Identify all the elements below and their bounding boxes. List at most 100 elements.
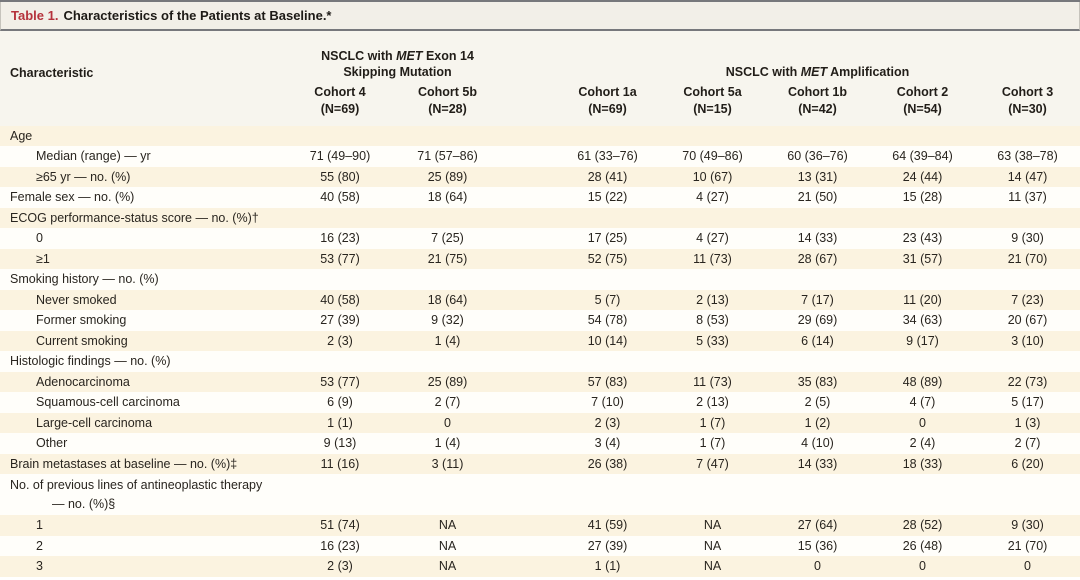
cohort-n: (N=30) bbox=[1008, 101, 1047, 116]
cell-value: 27 (39) bbox=[320, 313, 360, 328]
cell-value: 21 (70) bbox=[1007, 538, 1048, 553]
cell-value: 2 (7) bbox=[1014, 436, 1041, 451]
cell-value: 54 (78) bbox=[587, 313, 628, 328]
row-label: Adenocarcinoma bbox=[36, 374, 130, 389]
cell-value bbox=[290, 208, 390, 229]
cell-value: 27 (64) bbox=[797, 518, 838, 533]
cell-value: 48 (89) bbox=[902, 374, 943, 389]
cell-value: 3 (11) bbox=[431, 456, 464, 471]
cell-value: NA bbox=[703, 538, 722, 553]
row-label: 1 bbox=[36, 518, 43, 533]
row-label: Never smoked bbox=[36, 292, 117, 307]
gene-symbol: MET bbox=[396, 48, 423, 63]
column-header-characteristic: Characteristic bbox=[10, 66, 94, 80]
cell-value: 5 (17) bbox=[1011, 395, 1044, 410]
cell-value: 7 (23) bbox=[1011, 292, 1044, 307]
cell-value: 3 (4) bbox=[594, 436, 621, 451]
cohort-name: Cohort 5a bbox=[683, 85, 742, 99]
cell-value bbox=[870, 208, 975, 229]
cell-value: 29 (69) bbox=[797, 313, 838, 328]
cell-value bbox=[290, 351, 390, 372]
cell-value bbox=[555, 474, 660, 515]
table-row: Never smoked 40 (58) 18 (64) 5 (7) 2 (13) 7 (… bbox=[0, 289, 1080, 311]
cell-value: 41 (59) bbox=[587, 518, 628, 533]
column-spacer bbox=[505, 167, 555, 188]
row-label: Female sex — no. (%) bbox=[10, 190, 135, 205]
cell-value: 4 (27) bbox=[696, 231, 729, 246]
row-label: ≥1 bbox=[36, 251, 50, 266]
cell-value: 9 (32) bbox=[431, 313, 464, 328]
row-label: 0 bbox=[36, 231, 43, 246]
cell-value bbox=[870, 474, 975, 515]
cell-value: 40 (58) bbox=[320, 292, 360, 307]
cell-value: 22 (73) bbox=[1007, 374, 1048, 389]
cell-value: 2 (3) bbox=[594, 415, 621, 430]
row-label-line1: No. of previous lines of antineoplastic … bbox=[10, 477, 263, 492]
cell-value: 0 bbox=[919, 415, 926, 430]
cell-value: 11 (16) bbox=[320, 456, 360, 471]
cell-value: 0 bbox=[919, 559, 926, 574]
cohort-n: (N=54) bbox=[903, 101, 942, 116]
cell-value bbox=[975, 351, 1080, 372]
table-row: Large-cell carcinoma 1 (1) 0 2 (3) 1 (7) 1 (2… bbox=[0, 412, 1080, 434]
cell-value bbox=[975, 269, 1080, 290]
column-spacer bbox=[505, 351, 555, 372]
cell-value: 3 (10) bbox=[1011, 333, 1044, 348]
table-row: Median (range) — yr 71 (49–90) 71 (57–86) 6… bbox=[0, 146, 1080, 167]
row-label: Large-cell carcinoma bbox=[36, 415, 153, 430]
cohort-name: Cohort 1b bbox=[787, 85, 848, 99]
cell-value: 7 (47) bbox=[696, 456, 729, 471]
column-spacer bbox=[505, 331, 555, 352]
cell-value: 1 (1) bbox=[327, 415, 353, 430]
cell-value bbox=[555, 269, 660, 290]
cell-value: 51 (74) bbox=[320, 518, 360, 533]
group-header-line1: NSCLC with MET Exon 14 bbox=[291, 48, 504, 64]
cell-value: 63 (38–78) bbox=[997, 149, 1058, 164]
cell-value: 18 (64) bbox=[427, 190, 468, 205]
cell-value bbox=[765, 208, 870, 229]
group-header-met-amplification: NSCLC with MET Amplification bbox=[555, 31, 1080, 83]
table-row: 1 51 (74) NA 41 (59) NA 27 (64) 28 (52) 9 (30) bbox=[0, 515, 1080, 536]
group-text: NSCLC with bbox=[725, 64, 801, 79]
table-row: 3 2 (3) NA 1 (1) NA 0 0 0 bbox=[0, 556, 1080, 577]
table-number-label: Table 1. bbox=[11, 8, 59, 23]
table-row: 0 16 (23) 7 (25) 17 (25) 4 (27) 14 (33) 23 (43… bbox=[0, 228, 1080, 249]
cell-value: NA bbox=[438, 559, 457, 574]
cell-value: 17 (25) bbox=[587, 231, 628, 246]
empty-cell bbox=[0, 83, 290, 126]
cell-value bbox=[975, 126, 1080, 147]
cell-value bbox=[765, 351, 870, 372]
cell-value bbox=[660, 269, 765, 290]
table-row: Age bbox=[0, 125, 1080, 147]
column-spacer bbox=[505, 228, 555, 249]
group-text: Amplification bbox=[827, 64, 910, 79]
cell-value: 18 (64) bbox=[427, 292, 468, 307]
table-row: Current smoking 2 (3) 1 (4) 10 (14) 5 (33) 6 … bbox=[0, 330, 1080, 352]
cell-value: 1 (4) bbox=[434, 333, 461, 348]
cohort-name: Cohort 5b bbox=[417, 85, 478, 99]
cell-value: 23 (43) bbox=[902, 231, 943, 246]
cell-value: 21 (75) bbox=[427, 251, 468, 266]
column-spacer bbox=[505, 290, 555, 311]
cell-value: 20 (67) bbox=[1007, 313, 1048, 328]
cohort-n: (N=69) bbox=[588, 101, 627, 116]
cell-value: 28 (67) bbox=[797, 251, 838, 266]
cell-value: 28 (41) bbox=[587, 169, 628, 184]
cell-value: 5 (7) bbox=[594, 292, 621, 307]
table-body: Age Median (range) — yr 71 (49–90) 71 (57–8… bbox=[0, 125, 1080, 577]
cell-value: 2 (4) bbox=[909, 436, 936, 451]
cell-value: 4 (27) bbox=[696, 190, 729, 205]
cell-value: 24 (44) bbox=[902, 169, 943, 184]
cell-value: 4 (10) bbox=[801, 436, 834, 451]
row-label: No. of previous lines of antineoplastic … bbox=[0, 474, 290, 515]
cell-value bbox=[290, 269, 390, 290]
cell-value: 16 (23) bbox=[320, 231, 360, 246]
cell-value: 71 (57–86) bbox=[417, 149, 478, 164]
cell-value: 55 (80) bbox=[320, 169, 360, 184]
cohort-name: Cohort 3 bbox=[1001, 85, 1054, 99]
table-row: Adenocarcinoma 53 (77) 25 (89) 57 (83) 11 (7… bbox=[0, 371, 1080, 393]
cell-value bbox=[390, 351, 505, 372]
cell-value: 57 (83) bbox=[587, 374, 628, 389]
cell-value: 14 (33) bbox=[797, 231, 838, 246]
